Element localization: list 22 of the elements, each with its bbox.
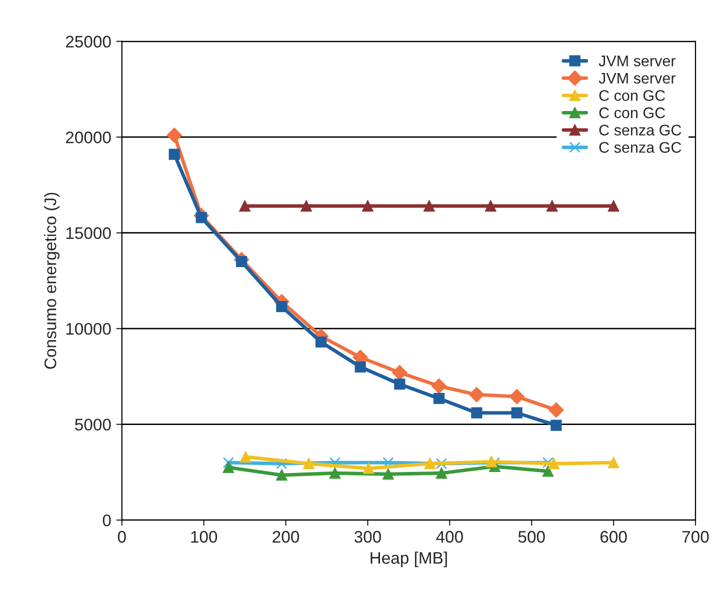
- x-tick-label: 200: [272, 530, 300, 543]
- x-tick-label: 700: [682, 530, 709, 543]
- x-tick-label: 100: [191, 530, 218, 543]
- y-tick-label: 10000: [66, 322, 111, 335]
- legend-label: C senza GC: [599, 142, 682, 153]
- x-tick-label: 400: [436, 530, 463, 543]
- legend-label: C con GC: [599, 90, 666, 101]
- y-tick-label: 20000: [66, 132, 111, 144]
- legend-label: C con GC: [599, 107, 666, 118]
- x-tick-label: 500: [518, 530, 545, 543]
- y-tick-label: 15000: [66, 227, 111, 240]
- x-tick-label: 0: [118, 530, 126, 543]
- x-tick-label: 600: [600, 530, 627, 543]
- y-tick-label: 5000: [75, 418, 111, 431]
- legend-label: JVM server: [598, 72, 676, 84]
- y-axis-title: Consumo energetico (J): [44, 192, 60, 369]
- y-tick-label: 25000: [66, 36, 111, 48]
- legend-label: JVM server: [598, 56, 676, 66]
- legend-label: C senza GC: [599, 124, 682, 136]
- x-axis-title: Heap [MB]: [370, 552, 447, 568]
- y-tick-label: 0: [102, 514, 111, 526]
- x-tick-label: 300: [354, 530, 381, 543]
